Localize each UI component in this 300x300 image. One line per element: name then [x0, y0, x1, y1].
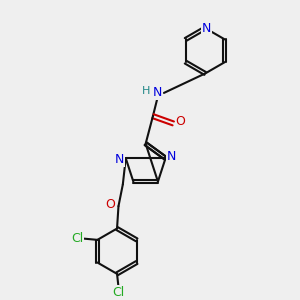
Text: H: H [142, 85, 151, 96]
Text: O: O [176, 116, 185, 128]
Text: O: O [106, 198, 116, 211]
Text: N: N [153, 86, 162, 99]
Text: Cl: Cl [71, 232, 83, 245]
Text: N: N [115, 153, 124, 166]
Text: N: N [202, 22, 211, 34]
Text: N: N [167, 150, 177, 163]
Text: Cl: Cl [112, 286, 124, 299]
